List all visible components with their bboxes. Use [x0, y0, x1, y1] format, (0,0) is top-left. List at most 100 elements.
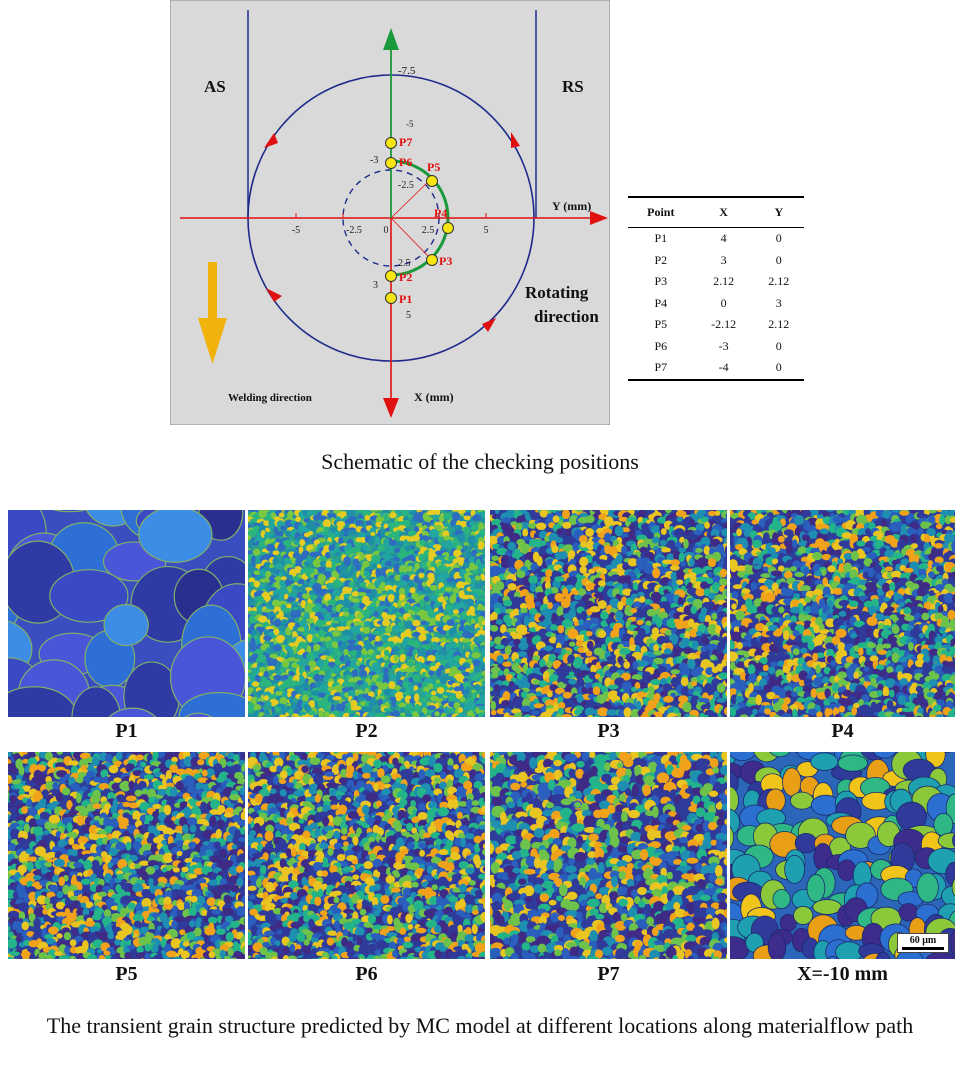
table-header-x: X: [693, 196, 754, 228]
table-cell: 0: [775, 338, 782, 353]
table-header-y: Y: [753, 196, 804, 228]
y-axis-arrowhead: [590, 211, 608, 225]
point-coordinates-table: Point X Y P1 4 0 P2 3 0 P3 2.12 2.12 P4 0 3 P5 -2…: [628, 196, 804, 381]
table-row: P6 -3 0: [628, 336, 804, 358]
point-label-p4: P4: [434, 206, 447, 220]
y-axis-ticks: [295, 213, 487, 218]
radius-line-p5: [390, 179, 431, 219]
scale-bar-label: 60 μm: [909, 935, 937, 946]
welding-arrow-head: [198, 318, 227, 364]
point-label-p6: P6: [399, 155, 412, 169]
rotating-direction-label-line1: Rotating: [525, 283, 589, 302]
panel-label-p2: P2: [355, 720, 378, 742]
point-label-p3: P3: [439, 254, 452, 268]
table-cell: 0: [775, 252, 782, 267]
table-header-row: Point X Y: [628, 196, 804, 228]
point-p1-marker: [385, 292, 397, 304]
y-tick-neg5: -5: [292, 225, 300, 236]
point-label-p2: P2: [399, 270, 412, 284]
table-cell: 4: [720, 231, 727, 246]
table-cell: P5: [654, 317, 668, 332]
advancing-side-label: AS: [204, 77, 226, 96]
grain-panel-p1: [8, 510, 245, 717]
point-label-p7: P7: [399, 135, 412, 149]
point-p5-marker: [426, 175, 438, 187]
grain-panel-x-neg10: 60 μm: [730, 752, 955, 959]
table-cell: 2.12: [768, 274, 790, 289]
point-p4-marker: [442, 222, 454, 234]
x-tick-neg5: -5: [406, 119, 414, 129]
rotation-arrow-right-top: [511, 132, 520, 148]
point-p7-marker: [385, 137, 397, 149]
rotation-arrow-left-bottom: [266, 288, 282, 302]
point-p2-marker: [385, 270, 397, 282]
table-cell: P1: [654, 231, 668, 246]
panel-label-p6: P6: [355, 963, 378, 985]
panel-label-x-neg10: X=-10 mm: [797, 963, 888, 985]
grain-panel-p2: [248, 510, 485, 717]
x-tick-neg3: -3: [370, 155, 378, 166]
x-axis-arrowhead: [383, 398, 399, 418]
checking-positions-schematic: -5 -2.5 0 2.5 5 -7.5 -5 -3 -2.5 2.5 3 5 …: [170, 0, 610, 425]
point-p3-marker: [426, 254, 438, 266]
table-cell: -4: [693, 357, 754, 381]
point-label-p1: P1: [399, 292, 412, 306]
table-cell: P4: [654, 295, 668, 310]
x-axis-negative-arrowhead: [383, 28, 399, 50]
table-cell: 3: [720, 252, 727, 267]
x-axis-label: X (mm): [414, 390, 454, 404]
point-p6-marker: [385, 157, 397, 169]
panel-label-p5: P5: [115, 963, 138, 985]
grain-structure-caption: The transient grain structure predicted …: [46, 1013, 914, 1038]
schematic-caption: Schematic of the checking positions: [321, 449, 639, 474]
table-row: P7 -4 0: [628, 357, 804, 381]
x-tick-3: 3: [373, 280, 378, 291]
table-cell: 3: [775, 295, 782, 310]
table-row: P1 4 0: [628, 228, 804, 250]
y-tick-neg25: -2.5: [346, 225, 362, 236]
table-cell: -3: [718, 338, 729, 353]
retreating-side-label: RS: [562, 77, 584, 96]
y-tick-5: 5: [484, 225, 489, 236]
table-cell: 2.12: [768, 317, 790, 332]
x-tick-neg25: -2.5: [398, 180, 414, 191]
radius-line-p3: [390, 217, 431, 259]
table-row: P3 2.12 2.12: [628, 271, 804, 293]
rotating-direction-label-line2: direction: [534, 307, 599, 326]
table-row: P4 0 3: [628, 293, 804, 315]
y-tick-0: 0: [384, 225, 389, 236]
panel-label-p1: P1: [115, 720, 138, 742]
grain-panel-p6: [248, 752, 485, 959]
table-cell: -2.12: [711, 317, 737, 332]
table-cell: P3: [654, 274, 668, 289]
x-tick-5: 5: [406, 310, 411, 321]
y-tick-25: 2.5: [422, 225, 435, 236]
y-axis-label: Y (mm): [552, 199, 591, 213]
point-label-p5: P5: [427, 160, 440, 174]
grain-panel-p3: [490, 510, 727, 717]
table-cell: 0: [753, 357, 804, 381]
panel-label-p4: P4: [831, 720, 854, 742]
table-cell: P2: [654, 252, 668, 267]
table-cell: P6: [654, 338, 668, 353]
x-tick-neg75: -7.5: [398, 65, 416, 77]
table-row: P5 -2.12 2.12: [628, 314, 804, 336]
rotation-arrow-left-top: [264, 133, 278, 148]
x-tick-25: 2.5: [398, 258, 411, 269]
table-cell: P7: [628, 357, 694, 381]
table-cell: 2.12: [713, 274, 735, 289]
sample-points: [385, 137, 454, 304]
scale-bar-line: [902, 947, 944, 950]
table-header-point: Point: [628, 196, 694, 228]
grain-panel-p7: [490, 752, 727, 959]
table-cell: 0: [720, 295, 727, 310]
table-cell: 0: [775, 231, 782, 246]
panel-label-p7: P7: [597, 963, 620, 985]
grain-panel-p5: [8, 752, 245, 959]
welding-arrow-shaft: [208, 262, 217, 324]
grain-panel-p4: [730, 510, 960, 717]
welding-direction-label: Welding direction: [228, 392, 312, 404]
panel-label-p3: P3: [597, 720, 620, 742]
table-row: P2 3 0: [628, 250, 804, 272]
scale-bar: 60 μm: [897, 933, 949, 953]
